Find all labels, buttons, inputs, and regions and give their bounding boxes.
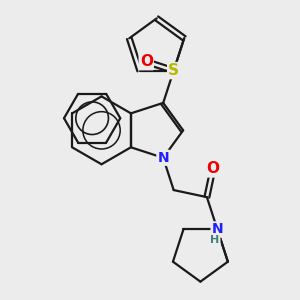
Text: H: H (210, 235, 220, 245)
Text: S: S (168, 63, 179, 78)
Text: N: N (158, 151, 169, 165)
Text: O: O (140, 54, 153, 69)
Text: N: N (212, 222, 223, 236)
Text: O: O (206, 161, 219, 176)
